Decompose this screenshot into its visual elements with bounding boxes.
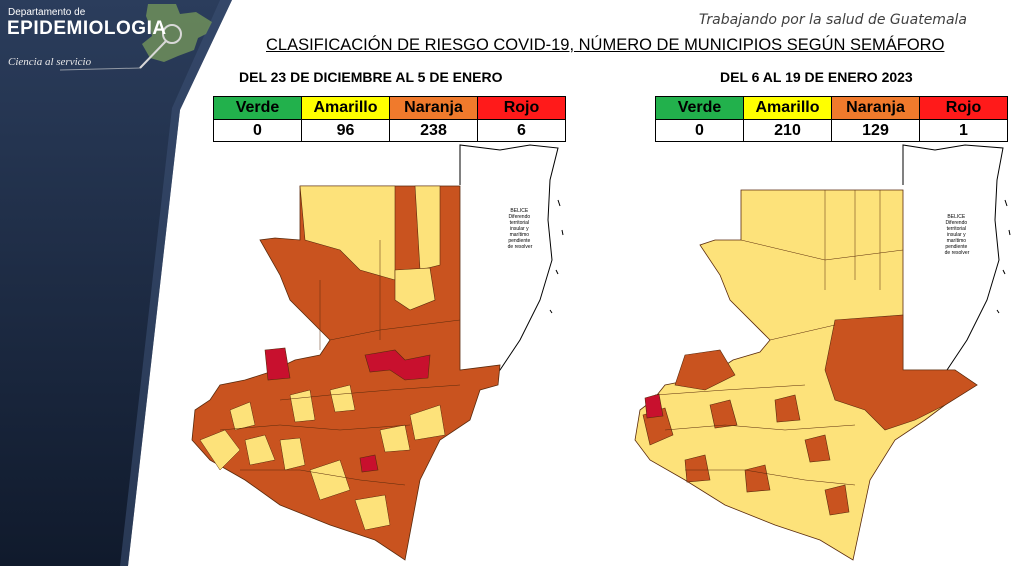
region-yellow-south bbox=[199, 384, 446, 531]
period-title-1: DEL 23 DE DICIEMBRE AL 5 DE ENERO bbox=[239, 69, 503, 85]
region-yellow-north-east bbox=[414, 185, 441, 271]
belice-label-1: BELICE Diferendo territorial insular y m… bbox=[508, 208, 533, 250]
municipal-boundaries bbox=[654, 190, 904, 486]
belize-cays bbox=[549, 199, 564, 314]
risk-map-1: BELICE Diferendo territorial insular y m… bbox=[191, 144, 564, 561]
count-rojo: 6 bbox=[477, 119, 566, 142]
count-verde: 0 bbox=[213, 119, 302, 142]
legend-verde: Verde bbox=[655, 96, 744, 120]
region-yellow-central bbox=[394, 267, 436, 311]
guatemala-logo-icon bbox=[59, 4, 212, 71]
region-red-2 bbox=[364, 349, 431, 381]
legend-verde: Verde bbox=[213, 96, 302, 120]
legend-amarillo: Amarillo bbox=[743, 96, 832, 120]
department-label: Departamento de bbox=[8, 7, 86, 18]
count-naranja: 129 bbox=[831, 119, 920, 142]
count-table-2: Verde Amarillo Naranja Rojo 0 210 129 1 bbox=[655, 96, 1008, 142]
region-red-3 bbox=[359, 454, 379, 473]
region-red-1 bbox=[264, 347, 291, 381]
legend-rojo: Rojo bbox=[477, 96, 566, 120]
department-tagline: Ciencia al servicio bbox=[8, 56, 92, 68]
count-naranja: 238 bbox=[389, 119, 478, 142]
page-title: CLASIFICACIÓN DE RIESGO COVID-19, NÚMERO… bbox=[266, 36, 945, 54]
legend-amarillo: Amarillo bbox=[301, 96, 390, 120]
risk-map-2: BELICE Diferendo territorial insular y m… bbox=[634, 144, 1011, 561]
count-rojo: 1 bbox=[919, 119, 1008, 142]
region-red-1 bbox=[644, 393, 664, 419]
count-table-1: Verde Amarillo Naranja Rojo 0 96 238 6 bbox=[213, 96, 566, 142]
count-amarillo: 210 bbox=[743, 119, 832, 142]
region-yellow-north bbox=[299, 185, 396, 281]
count-verde: 0 bbox=[655, 119, 744, 142]
belice-label-2: BELICE Diferendo territorial insular y m… bbox=[945, 214, 970, 256]
legend-rojo: Rojo bbox=[919, 96, 1008, 120]
period-title-2: DEL 6 AL 19 DE ENERO 2023 bbox=[720, 69, 913, 85]
department-name: EPIDEMIOLOGIA bbox=[7, 18, 167, 39]
belize-coastline bbox=[459, 144, 559, 381]
count-amarillo: 96 bbox=[301, 119, 390, 142]
slogan: Trabajando por la salud de Guatemala bbox=[698, 12, 967, 28]
belize-coastline bbox=[902, 144, 1004, 381]
belize-cays bbox=[996, 199, 1011, 314]
legend-naranja: Naranja bbox=[389, 96, 478, 120]
municipal-boundaries bbox=[219, 240, 461, 486]
legend-naranja: Naranja bbox=[831, 96, 920, 120]
